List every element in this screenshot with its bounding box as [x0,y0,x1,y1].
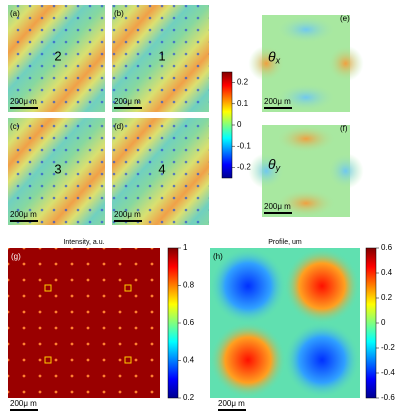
colorbar-tick-label: 0.8 [183,281,195,290]
panel-label: (g) [11,252,21,261]
heatmap-feature [284,322,360,398]
panel-number: 4 [158,161,165,176]
colorbar-tick-label: -0.2 [237,163,251,172]
symbol-subscript: x [275,56,281,66]
colorbar [221,71,233,179]
colorbar-tick-label: -0.4 [381,368,395,377]
colorbar-tick-label: 1 [183,243,188,252]
marker-square [124,356,132,364]
heatmap-feature [327,153,364,189]
spot-grid [8,248,160,398]
colorbar-tick-label: 0.4 [381,268,393,277]
symbol-subscript: y [275,163,281,173]
heatmap-feature [276,124,336,153]
heatmap-feature [276,83,336,112]
symbol: θ [268,156,276,172]
heatmap-feature [210,322,286,398]
spot-grid [112,5,209,112]
map-title: Profile, um [268,239,302,246]
heatmap-feature [248,153,285,189]
colorbar [167,247,179,399]
panel-label: (d) [114,122,124,131]
colorbar-tick-label: -0.6 [381,393,395,402]
scale-bar-label: 200μ m [114,210,141,219]
heatmap-feature [276,15,336,44]
marker-square [44,284,52,292]
marker-square [44,356,52,364]
symbol: θ [268,48,276,64]
panel-label: (a) [10,9,20,18]
colorbar-tick-label: 0.2 [237,78,249,87]
spot-grid [112,118,209,225]
panel-label: (h) [213,252,223,261]
panel-symbol: θy [268,156,281,174]
panel-label: (e) [340,14,350,23]
colorbar [365,247,377,399]
scale-bar-label: 200μ m [114,97,141,106]
panel-label: (c) [10,122,20,131]
colorbar-tick-label: -0.1 [237,141,251,150]
scale-bar-label: 200μ m [10,97,37,106]
marker-square [124,284,132,292]
colorbar-tick-label: 0.4 [183,356,195,365]
heatmap-feature [276,189,336,218]
panel-number: 3 [54,161,61,176]
scale-bar-label: 200μ m [264,202,291,211]
heatmap-feature [210,248,286,324]
panel-label: (f) [340,124,348,133]
scale-bar-label: 200μ m [218,399,245,408]
scale-bar-label: 200μ m [10,399,37,408]
colorbar-tick-label: 0 [237,120,242,129]
map-title: Intensity, a.u. [63,239,104,246]
colorbar-tick-label: 0.2 [381,293,393,302]
colorbar-tick-label: -0.2 [381,343,395,352]
heatmap-feature [248,45,285,82]
spot-grid [8,5,105,112]
panel-number: 2 [54,48,61,63]
heatmap-feature [327,45,364,82]
heatmap-feature [284,248,360,324]
spot-grid [8,118,105,225]
colorbar-tick-label: 0.1 [237,99,249,108]
panel-label: (b) [114,9,124,18]
panel-symbol: θx [268,48,281,66]
colorbar-tick-label: 0.2 [183,393,195,402]
colorbar-tick-label: 0.6 [381,243,393,252]
colorbar-tick-label: 0 [381,318,386,327]
colorbar-tick-label: 0.6 [183,318,195,327]
scale-bar-label: 200μ m [264,97,291,106]
panel-number: 1 [158,48,165,63]
scale-bar-label: 200μ m [10,210,37,219]
